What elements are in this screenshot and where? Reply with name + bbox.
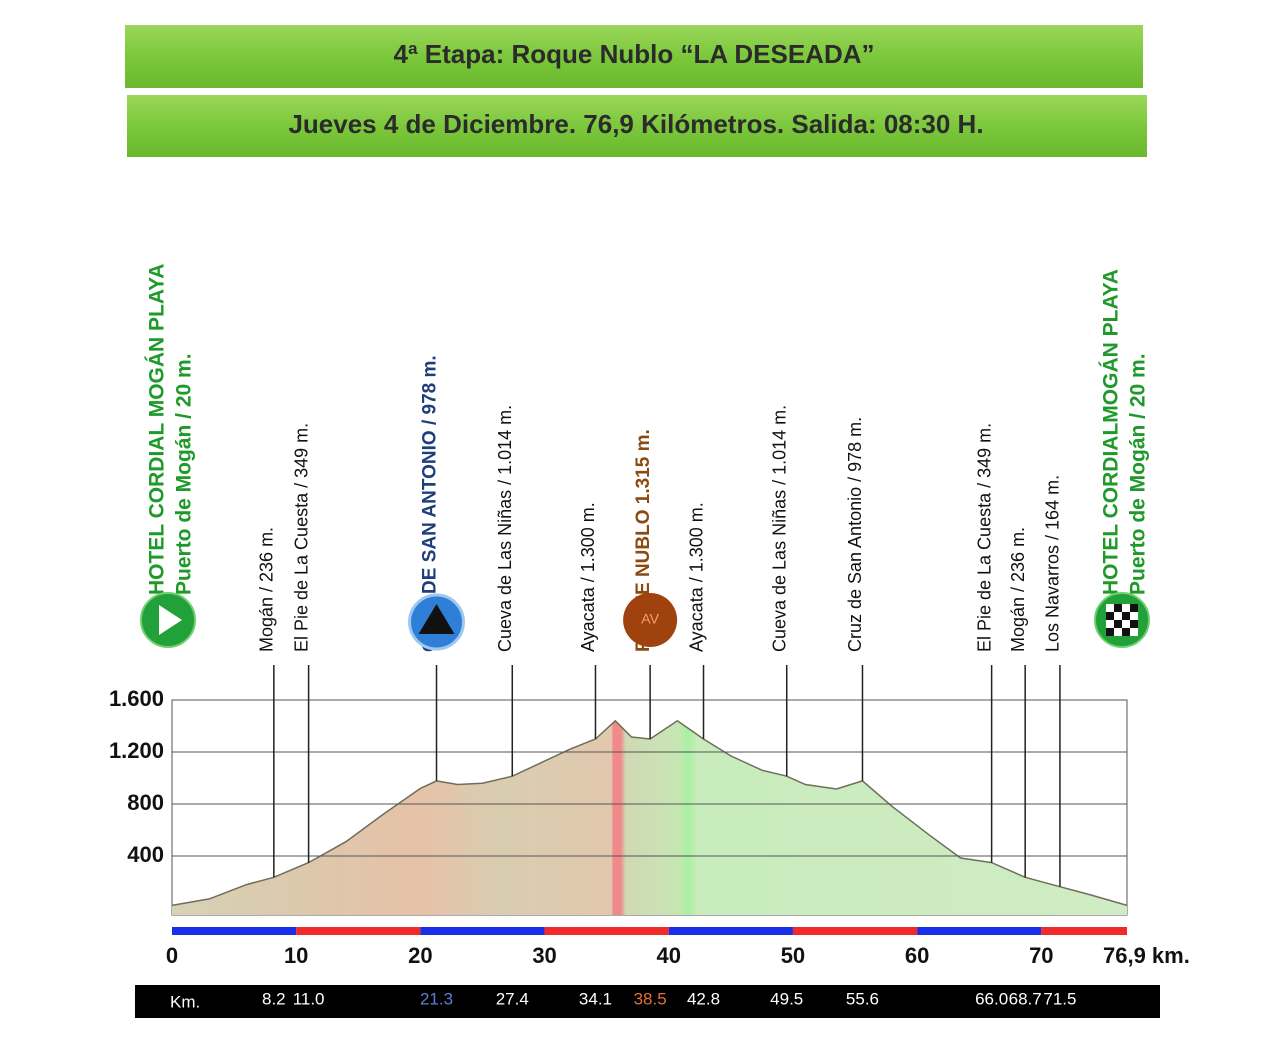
landmark-label: Cueva de Las Niñas / 1.014 m.: [769, 405, 789, 652]
finish-flag-cell: [1130, 612, 1138, 620]
km-segment: [420, 927, 545, 935]
finish-flag-cell: [1130, 604, 1138, 612]
finish-flag-cell: [1122, 604, 1130, 612]
km-strip-value: 55.6: [846, 989, 879, 1008]
landmark-label: Mogán / 236 m.: [1008, 527, 1028, 652]
profile-line: [171, 719, 1128, 907]
profile-area: [172, 720, 1127, 915]
finish-flag-cell: [1106, 604, 1114, 612]
y-tick-label: 1.200: [109, 738, 164, 763]
km-strip-label: Km.: [170, 992, 200, 1011]
climb-mountain: [418, 604, 455, 634]
endpoint-sublabel: Puerto de Mogán / 20 m.: [1127, 353, 1150, 595]
subtitle-banner: [127, 95, 1147, 157]
x-tick-label: 20: [408, 943, 432, 968]
x-tick-label: 10: [284, 943, 308, 968]
km-segment: [296, 927, 421, 935]
start-arrow: [159, 605, 182, 635]
landmark-label: Ayacata / 1.300 m.: [578, 502, 598, 652]
x-tick-label: 60: [905, 943, 929, 968]
av-icon-label: AV: [641, 611, 659, 627]
km-strip-value: 42.8: [687, 989, 720, 1008]
finish-flag-cell: [1114, 628, 1122, 636]
finish-flag-cell: [1130, 628, 1138, 636]
y-tick-label: 800: [127, 790, 164, 815]
landmark-label: CRUZ DE SAN ANTONIO / 978 m.: [420, 355, 441, 652]
landmark-label: Mogán / 236 m.: [257, 527, 277, 652]
km-strip-value: 71.5: [1043, 989, 1076, 1008]
landmark-label: El Pie de La Cuesta / 349 m.: [291, 423, 311, 652]
finish-flag-cell: [1106, 628, 1114, 636]
endpoint-label: HOTEL CORDIALMOGÁN PLAYA: [1100, 269, 1123, 595]
finish-flag-cell: [1130, 620, 1138, 628]
landmark-label: Los Navarros / 164 m.: [1043, 475, 1063, 652]
finish-flag-cell: [1122, 620, 1130, 628]
finish-flag-cell: [1114, 604, 1122, 612]
y-tick-label: 400: [127, 842, 164, 867]
km-strip-value: 11.0: [293, 989, 325, 1008]
x-tick-label: 76,9 km.: [1103, 943, 1190, 968]
km-segment: [172, 927, 297, 935]
finish-flag-cell: [1114, 612, 1122, 620]
km-strip-value: 21.3: [420, 989, 453, 1008]
landmark-label: Ayacata / 1.300 m.: [686, 502, 706, 652]
km-segment: [917, 927, 1042, 935]
endpoint-label: HOTEL CORDIAL MOGÁN PLAYA: [146, 264, 169, 595]
finish-flag-cell: [1122, 612, 1130, 620]
landmark-label: Cueva de Las Niñas / 1.014 m.: [495, 405, 515, 652]
x-tick-label: 70: [1029, 943, 1053, 968]
y-tick-label: 1.600: [109, 686, 164, 711]
x-tick-label: 40: [657, 943, 681, 968]
title-banner: [125, 25, 1143, 88]
km-strip-value: 66.0: [975, 989, 1008, 1008]
km-segment: [544, 927, 669, 935]
landmark-label: El Pie de La Cuesta / 349 m.: [974, 423, 994, 652]
landmark-label: Cruz de San Antonio / 978 m.: [845, 417, 865, 652]
km-segment: [1041, 927, 1127, 935]
chart-subtitle: Jueves 4 de Diciembre. 76,9 Kilómetros. …: [288, 109, 983, 139]
km-strip: [135, 985, 1160, 1018]
finish-flag-cell: [1106, 612, 1114, 620]
km-strip-value: 8.2: [262, 989, 286, 1008]
km-strip-value: 68.7: [1009, 989, 1042, 1008]
finish-flag-cell: [1106, 620, 1114, 628]
km-strip-value: 38.5: [634, 989, 667, 1008]
endpoint-sublabel: Puerto de Mogán / 20 m.: [173, 353, 196, 595]
km-segment: [792, 927, 918, 935]
km-strip-value: 49.5: [770, 989, 803, 1008]
av-icon: [623, 593, 678, 647]
km-segment: [668, 927, 793, 935]
chart-title: 4ª Etapa: Roque Nublo “LA DESEADA”: [393, 39, 874, 69]
x-tick-label: 50: [781, 943, 805, 968]
x-tick-label: 0: [166, 943, 178, 968]
finish-flag-cell: [1114, 620, 1122, 628]
km-strip-value: 34.1: [579, 989, 612, 1008]
km-strip-value: 27.4: [496, 989, 529, 1008]
x-tick-label: 30: [532, 943, 556, 968]
finish-flag-cell: [1122, 628, 1130, 636]
